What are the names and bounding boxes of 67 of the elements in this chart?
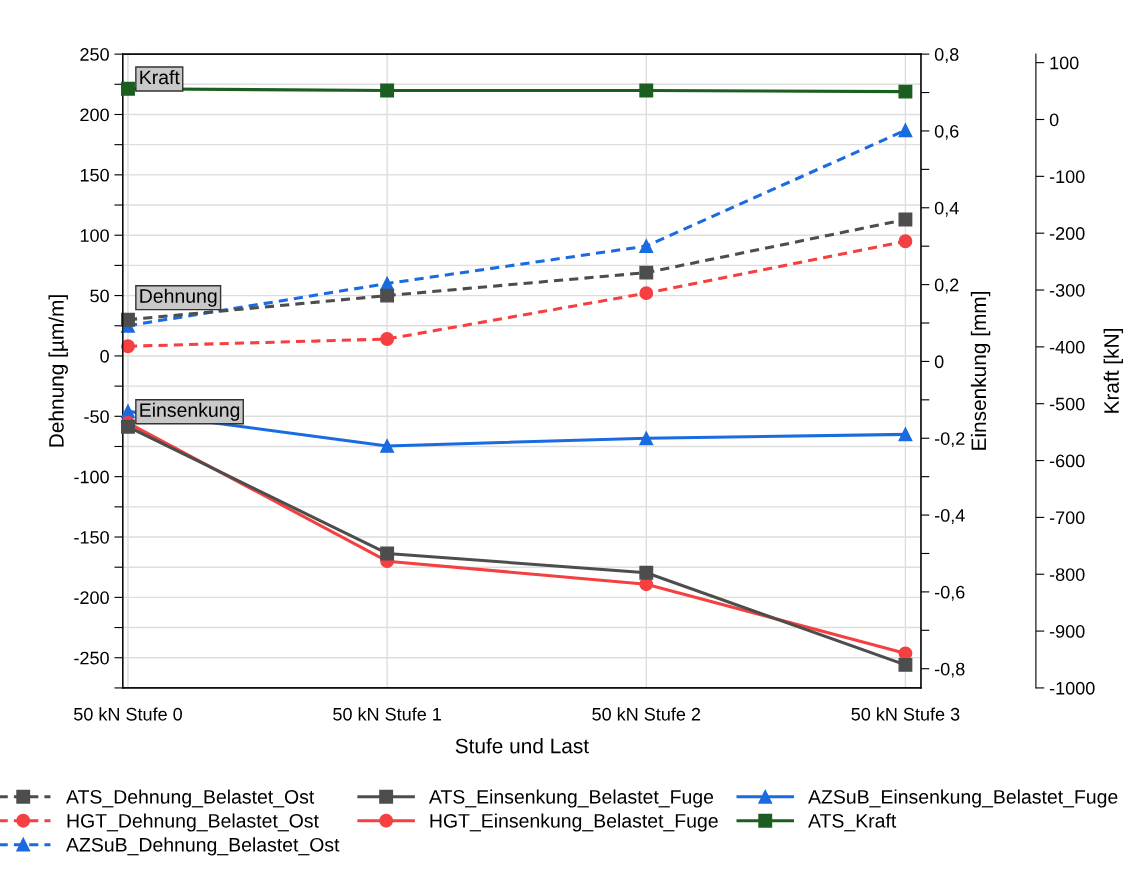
y2-tick-label: 0 <box>934 355 944 369</box>
legend-label: ATS_Einsenkung_Belastet_Fuge <box>428 789 714 808</box>
point <box>639 239 654 254</box>
x-tick-label: 50 kN Stufe 1 <box>333 707 441 721</box>
legend-label: HGT_Einsenkung_Belastet_Fuge <box>430 813 718 832</box>
y2-axis-title: Einsenkung [mm] <box>970 292 991 450</box>
y-tick-label: 100 <box>80 229 109 242</box>
y3-tick-label: -500 <box>1049 397 1085 411</box>
y3-tick-label: -800 <box>1049 568 1085 581</box>
y2-tick-label: -0,2 <box>934 432 965 448</box>
y3-tick-label: 0 <box>1049 113 1059 127</box>
y-axis-title: Dehnung [µm/m] <box>48 295 68 447</box>
legend-label: AZSuB_Einsenkung_Belastet_Fuge <box>808 789 1118 808</box>
y3-tick-label: -100 <box>1049 170 1085 184</box>
y2-tick-label: -0,8 <box>934 662 965 678</box>
y2-tick-label: 0,2 <box>934 278 959 294</box>
annotation: Kraft <box>140 69 180 85</box>
y-tick-label: -200 <box>74 591 109 605</box>
point <box>121 339 135 354</box>
y3-axis-title: Kraft [kN] <box>1103 329 1124 413</box>
y-tick-label: 50 <box>90 289 109 303</box>
y3-tick-label: -900 <box>1049 625 1085 638</box>
legend-label: ATS_Kraft <box>808 813 897 832</box>
point <box>898 427 913 442</box>
y-tick-label: 150 <box>80 168 109 182</box>
y-tick-label: 0 <box>100 349 109 363</box>
point <box>898 212 913 227</box>
point <box>121 419 135 434</box>
y-tick-label: -250 <box>74 651 109 665</box>
x-axis-title: Stufe und Last <box>455 738 589 754</box>
y3-tick-label: -600 <box>1049 454 1085 468</box>
point <box>380 438 395 453</box>
legend-label: ATS_Dehnung_Belastet_Ost <box>66 789 315 808</box>
x-tick-label: 50 kN Stufe 2 <box>592 707 701 721</box>
x-tick-label: 50 kN Stufe 3 <box>851 707 960 721</box>
annotation: Einsenkung <box>140 402 240 421</box>
point <box>380 288 395 303</box>
y3-tick-label: -1000 <box>1049 681 1095 695</box>
point <box>380 332 395 346</box>
y3-tick-label: -300 <box>1049 283 1085 297</box>
x-tick-label: 50 kN Stufe 0 <box>74 707 182 721</box>
y-tick-label: 200 <box>80 108 109 122</box>
y2-tick-label: 0,8 <box>934 48 959 63</box>
legend-label: HGT_Dehnung_Belastet_Ost <box>67 813 319 832</box>
y3-tick-label: 100 <box>1050 56 1079 70</box>
point <box>898 234 913 249</box>
y-tick-label: -50 <box>84 410 109 424</box>
point <box>898 657 913 672</box>
point <box>639 565 654 580</box>
y2-tick-label: 0,6 <box>934 124 959 140</box>
point <box>639 286 654 301</box>
y-tick-label: -150 <box>74 530 109 544</box>
point <box>380 546 395 561</box>
y-tick-label: 250 <box>80 48 109 61</box>
y2-tick-label: -0,6 <box>934 585 965 601</box>
point <box>639 431 654 446</box>
y2-tick-label: 0,4 <box>934 201 959 217</box>
point <box>121 312 135 327</box>
y3-tick-label: -700 <box>1049 511 1085 525</box>
y3-tick-label: -200 <box>1049 227 1085 240</box>
y3-tick-label: -400 <box>1049 340 1085 354</box>
annotation: Dehnung <box>140 288 217 307</box>
legend-label: AZSuB_Dehnung_Belastet_Ost <box>66 837 340 856</box>
y2-tick-label: -0,4 <box>934 509 965 524</box>
point <box>639 265 654 280</box>
point <box>898 123 913 138</box>
y-tick-label: -100 <box>74 470 109 484</box>
